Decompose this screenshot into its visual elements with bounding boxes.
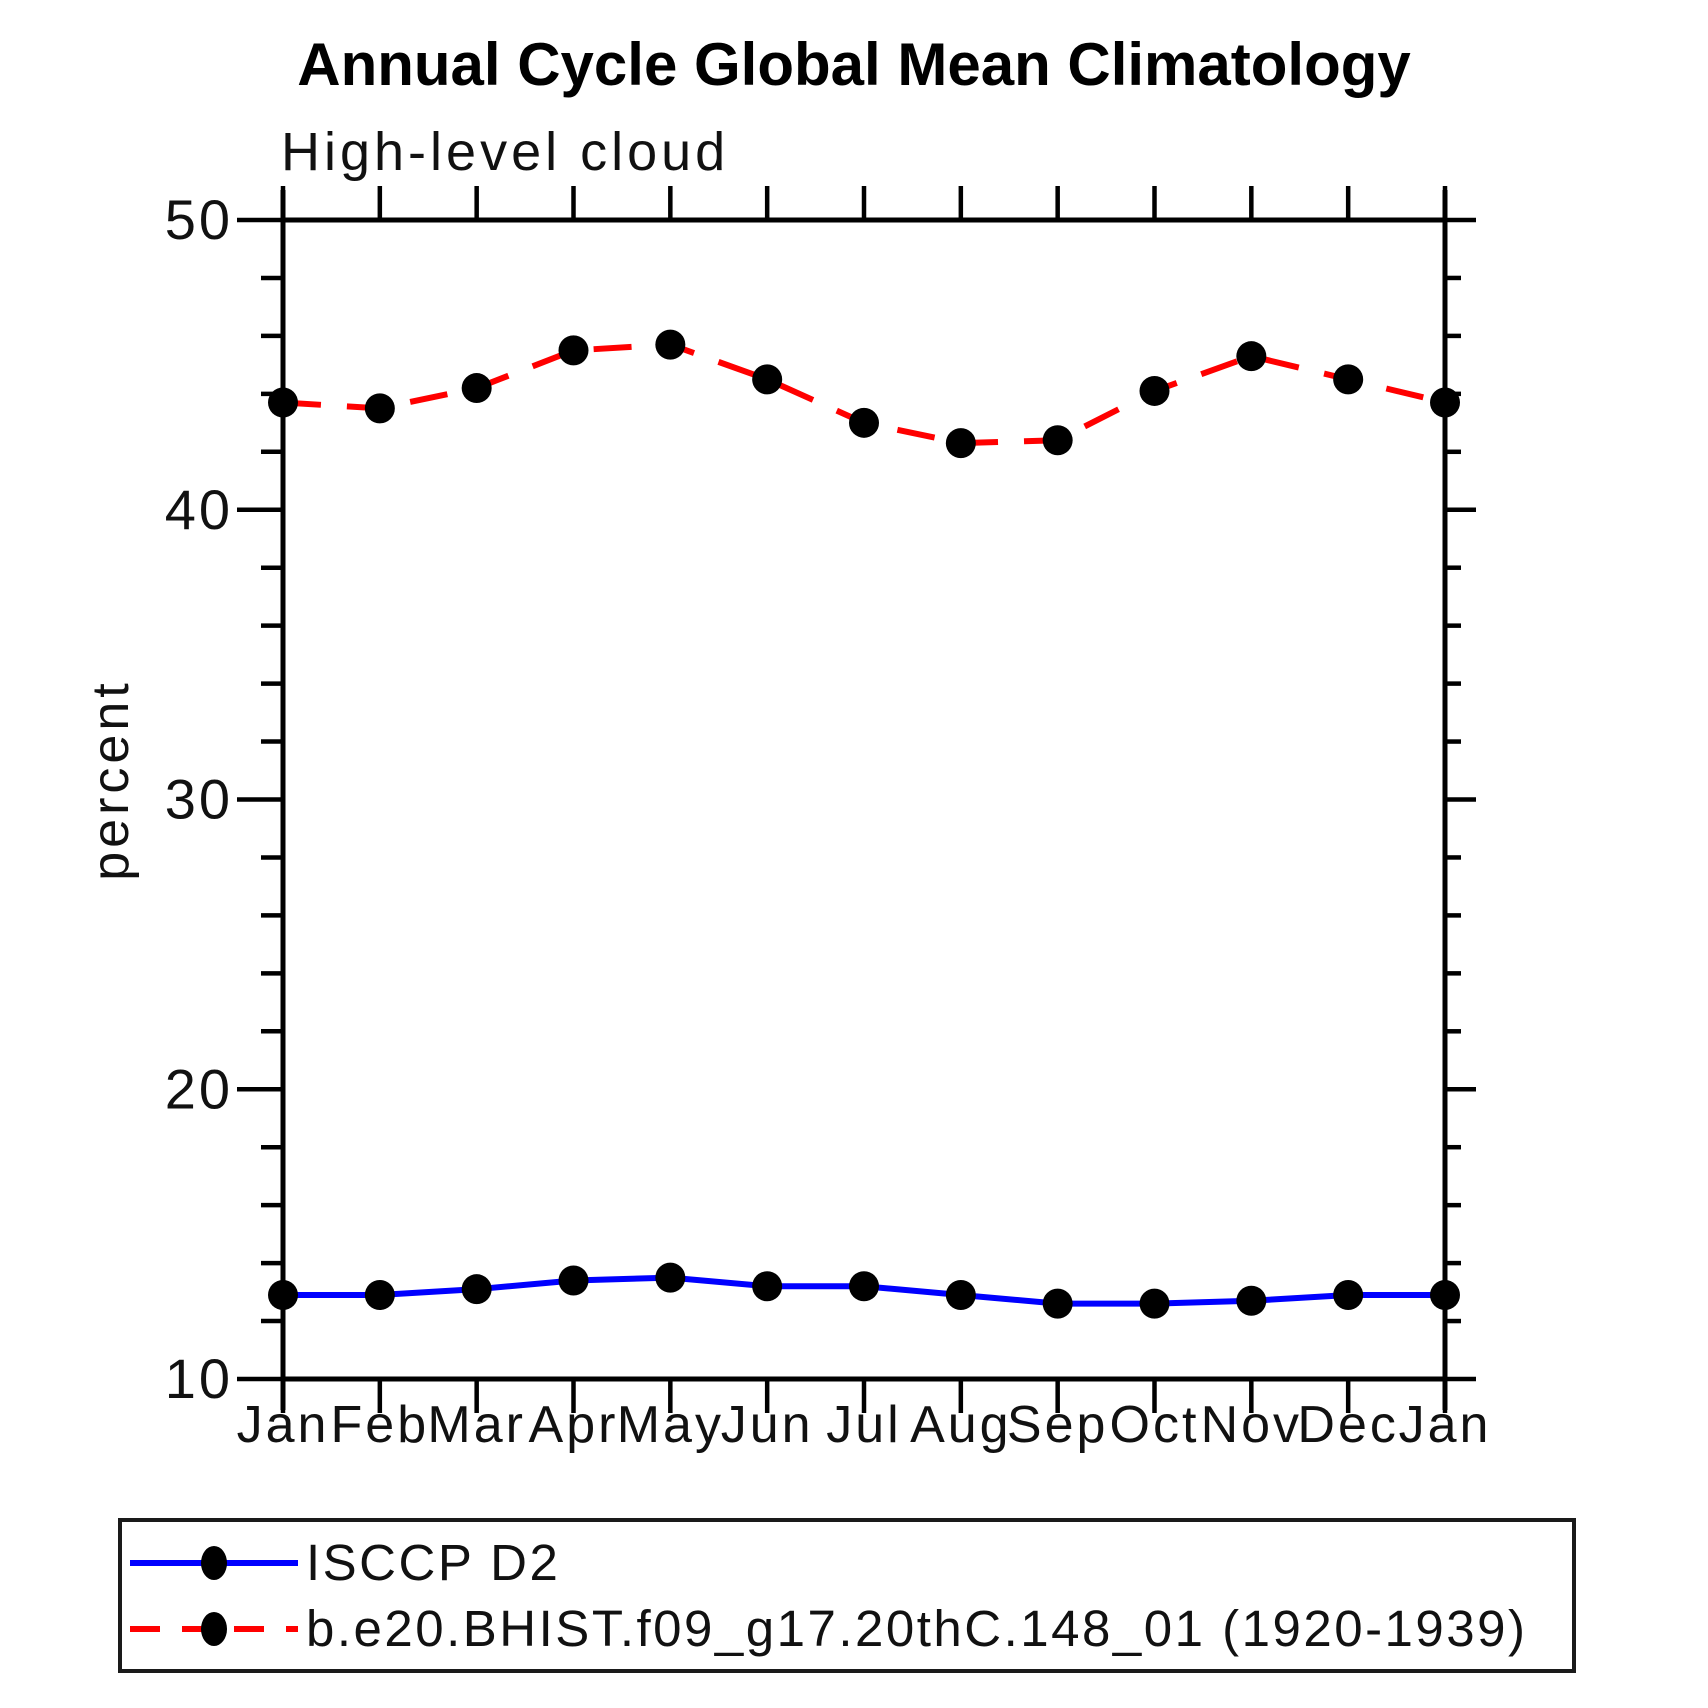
y-axis-title: percent <box>82 679 140 880</box>
legend: ISCCP D2 b.e20.BHIST.f09_g17.20thC.148_0… <box>118 1518 1576 1673</box>
series-1-point <box>558 335 589 366</box>
y-tick-label: 30 <box>165 768 233 831</box>
x-tick-label: Apr <box>529 1396 619 1454</box>
x-tick-label: Jul <box>826 1396 901 1454</box>
x-tick-label: Oct <box>1110 1396 1200 1454</box>
series-0-point <box>1236 1285 1267 1316</box>
series-0-point <box>268 1279 298 1310</box>
series-0-point <box>1430 1279 1460 1310</box>
series-1-point <box>752 364 783 395</box>
series-0-point <box>1333 1279 1364 1310</box>
plot-subtitle: High-level cloud <box>281 122 729 182</box>
x-tick-label: Feb <box>331 1396 430 1454</box>
series-1-point <box>655 329 686 360</box>
series-1-point <box>461 373 492 404</box>
legend-row-isccp: ISCCP D2 <box>122 1530 1572 1596</box>
y-tick-label: 50 <box>165 188 233 251</box>
series-1-point <box>1430 387 1460 418</box>
x-tick-label: Sep <box>1007 1396 1109 1454</box>
series-0-point <box>364 1279 395 1310</box>
x-tick-label: Jun <box>721 1396 814 1454</box>
x-tick-label: Jan <box>1399 1396 1492 1454</box>
y-tick-label: 10 <box>165 1347 233 1410</box>
legend-label-model: b.e20.BHIST.f09_g17.20thC.148_01 (1920-1… <box>306 1600 1528 1657</box>
chart-title: Annual Cycle Global Mean Climatology <box>297 31 1411 98</box>
x-tick-label: Nov <box>1201 1396 1302 1454</box>
legend-sample-model <box>130 1611 298 1646</box>
series-1-point <box>1333 364 1364 395</box>
series-0-point <box>1042 1288 1073 1319</box>
y-tick-label: 20 <box>165 1057 233 1120</box>
x-tick-label: Jan <box>237 1396 330 1454</box>
legend-dot-icon <box>201 1545 227 1580</box>
series-1-point <box>849 407 879 438</box>
legend-dot-icon <box>201 1611 227 1646</box>
series-1-point <box>364 393 395 424</box>
legend-row-model: b.e20.BHIST.f09_g17.20thC.148_01 (1920-1… <box>122 1596 1572 1662</box>
series-0-point <box>849 1271 879 1302</box>
x-tick-label: May <box>617 1396 724 1454</box>
series-0-point <box>752 1271 783 1302</box>
series-1-point <box>1042 425 1073 456</box>
series-1-point <box>1139 375 1170 406</box>
legend-sample-isccp <box>130 1545 298 1580</box>
legend-label-isccp: ISCCP D2 <box>306 1534 561 1591</box>
series-0-point <box>945 1279 976 1310</box>
series-0-point <box>1139 1288 1170 1319</box>
series-0-point <box>461 1274 492 1305</box>
series-1-point <box>1236 341 1267 372</box>
series-0-point <box>558 1265 589 1296</box>
x-tick-label: Aug <box>910 1396 1012 1454</box>
series-1-point <box>945 428 976 459</box>
series-1-point <box>268 387 298 418</box>
x-tick-label: Mar <box>427 1396 526 1454</box>
series-0-point <box>655 1262 686 1293</box>
y-tick-label: 40 <box>165 478 233 541</box>
x-tick-label: Dec <box>1297 1396 1398 1454</box>
